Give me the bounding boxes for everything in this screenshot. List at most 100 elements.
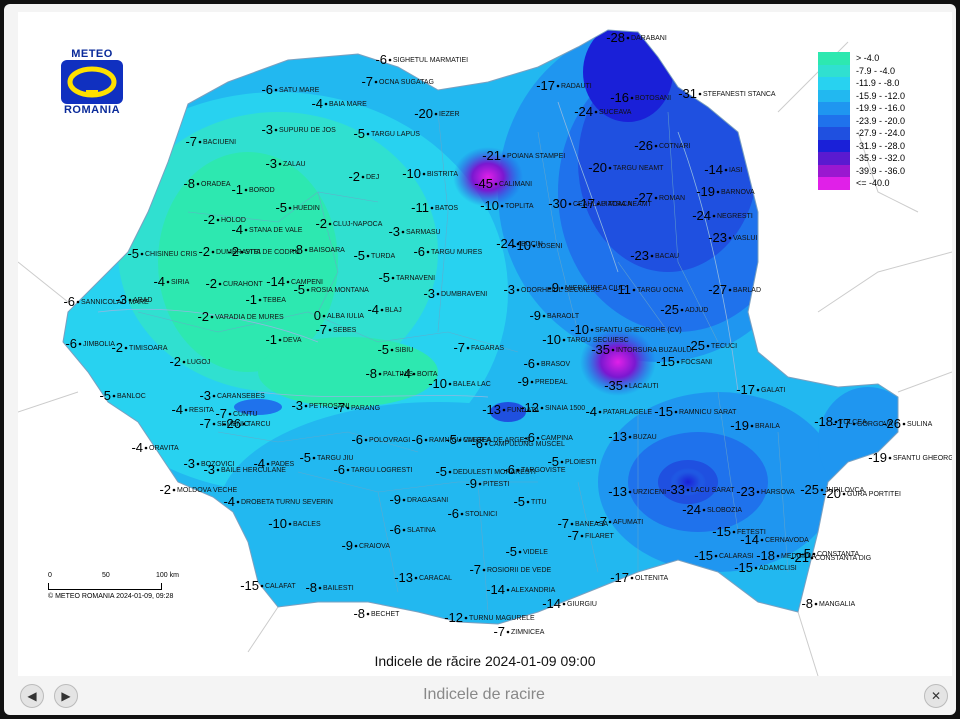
station-name: ALEXANDRIA <box>511 587 556 594</box>
station-dot <box>260 584 264 588</box>
station-value: -6 <box>389 522 401 537</box>
station-marker: -6 SIGHETUL MARMATIEI <box>375 52 468 67</box>
station-dot <box>750 424 754 428</box>
station-name: RADAUTI <box>561 83 592 90</box>
station-dot <box>728 288 732 292</box>
legend-label: > -4.0 <box>856 53 880 64</box>
station-name: SIBIU <box>395 347 413 354</box>
station-value: -9 <box>389 492 401 507</box>
station-marker: -2 MOLDOVA VECHE <box>159 482 237 497</box>
station-name: DUMBRAVITA DE CODRU <box>216 249 300 256</box>
station-marker: -14 CAMPENI <box>266 274 323 289</box>
station-name: BACIUENI <box>203 139 236 146</box>
station-marker: -24 BUCIN <box>496 236 543 251</box>
station-marker: -16 BOTOSANI <box>610 90 671 105</box>
station-marker: -9 BARAOLT <box>529 308 579 323</box>
arrow-right-icon: ▶ <box>61 689 71 703</box>
station-value: -3 <box>265 156 277 171</box>
station-dot <box>562 338 566 342</box>
station-marker: -2 CURAHONT <box>205 276 263 291</box>
station-name: TARCU <box>247 421 271 428</box>
station-marker: -5 TARNAVENI <box>378 270 435 285</box>
station-dot <box>888 456 892 460</box>
station-dot <box>556 84 560 88</box>
station-name: BOROD <box>249 187 275 194</box>
station-dot <box>78 342 82 346</box>
station-value: -5 <box>293 282 305 297</box>
legend-swatch <box>818 77 850 90</box>
station-value: -4 <box>311 96 323 111</box>
station-name: SLATINA <box>407 527 436 534</box>
station-marker: -17 GALATI <box>736 382 785 397</box>
station-value: -2 <box>315 216 327 231</box>
station-name: TULCEA <box>839 419 867 426</box>
station-marker: -3 PETROSANI <box>291 398 349 413</box>
station-name: STEI <box>245 249 261 256</box>
scale-tick-0: 0 <box>48 572 52 579</box>
station-marker: -5 TITU <box>513 494 546 509</box>
station-marker: -7 ROSIORII DE VEDE <box>469 562 551 577</box>
station-name: HUEDIN <box>293 205 320 212</box>
station-name: VIDELE <box>523 549 548 556</box>
station-value: -21 <box>482 148 501 163</box>
close-button[interactable]: ✕ <box>924 684 948 708</box>
scale-bar: 0 50 100 km © METEO ROMANIA 2024-01-09, … <box>48 572 188 600</box>
station-name: SANNICOLAU MARE <box>81 299 149 306</box>
station-name: GURA PORTITEI <box>847 491 901 498</box>
station-marker: -17 GORGOVA <box>832 416 893 431</box>
station-name: INTORSURA BUZAULUI <box>616 347 693 354</box>
station-dot <box>732 530 736 534</box>
next-button[interactable]: ▶ <box>54 684 78 708</box>
station-name: BOZOVICI <box>201 461 235 468</box>
station-dot <box>760 538 764 542</box>
station-value: -6 <box>413 244 425 259</box>
station-name: SINAIA 1500 <box>545 405 585 412</box>
station-marker: -6 STOLNICI <box>447 506 497 521</box>
station-marker: -6 CAMPINA <box>523 430 573 445</box>
station-marker: -9 DRAGASANI <box>389 492 448 507</box>
station-value: -7 <box>595 514 607 529</box>
station-dot <box>580 534 584 538</box>
station-dot <box>676 360 680 364</box>
prev-button[interactable]: ◀ <box>20 684 44 708</box>
station-value: -15 <box>654 404 673 419</box>
station-marker: -6 SANNICOLAU MARE <box>63 294 149 309</box>
station-value: -5 <box>275 200 287 215</box>
station-value: -5 <box>353 126 365 141</box>
station-marker: -4 BOITA <box>399 366 437 381</box>
romania-map: -6 SIGHETUL MARMATIEI -7 OCNA SUGATAG -6 SATU… <box>18 29 952 676</box>
station-value: -10 <box>268 516 287 531</box>
station-value: -7 <box>453 340 465 355</box>
station-name: CONSTANTA DIG <box>815 555 871 562</box>
station-value: -45 <box>474 176 493 191</box>
station-name: PETROSANI <box>309 403 350 410</box>
station-name: SEBES <box>333 327 357 334</box>
station-dot <box>196 462 200 466</box>
station-marker: -4 STANA DE VALE <box>231 222 302 237</box>
station-marker: -26 COTNARI <box>634 138 690 153</box>
legend-swatch <box>818 127 850 140</box>
station-marker: -10 JOSENI <box>512 238 562 253</box>
station-dot <box>464 616 468 620</box>
station-dot <box>366 612 370 616</box>
station-name: DROBETA TURNU SEVERIN <box>241 499 333 506</box>
station-value: -15 <box>656 354 675 369</box>
station-value: -20 <box>588 160 607 175</box>
station-value: -7 <box>557 516 569 531</box>
station-dot <box>288 206 292 210</box>
station-name: BUZAU <box>633 434 657 441</box>
station-marker: -5 VIDELE <box>505 544 548 559</box>
station-marker: -3 SARMASU <box>388 224 440 239</box>
station-name: POIANA STAMPEI <box>507 153 565 160</box>
station-name: IASI <box>729 167 742 174</box>
station-marker: 0 ALBA IULIA <box>314 308 365 323</box>
station-name: SEMENIC <box>217 421 249 428</box>
station-dot <box>364 438 368 442</box>
legend-swatch <box>818 102 850 115</box>
station-marker: -25 TECUCI <box>686 338 737 353</box>
legend-label: -27.9 - -24.0 <box>856 128 906 139</box>
legend-swatch <box>818 152 850 165</box>
station-name: IEZER <box>439 111 460 118</box>
station-name: TARGU LOGRESTI <box>351 467 412 474</box>
station-marker: -11 TARGU OCNA <box>613 282 683 297</box>
